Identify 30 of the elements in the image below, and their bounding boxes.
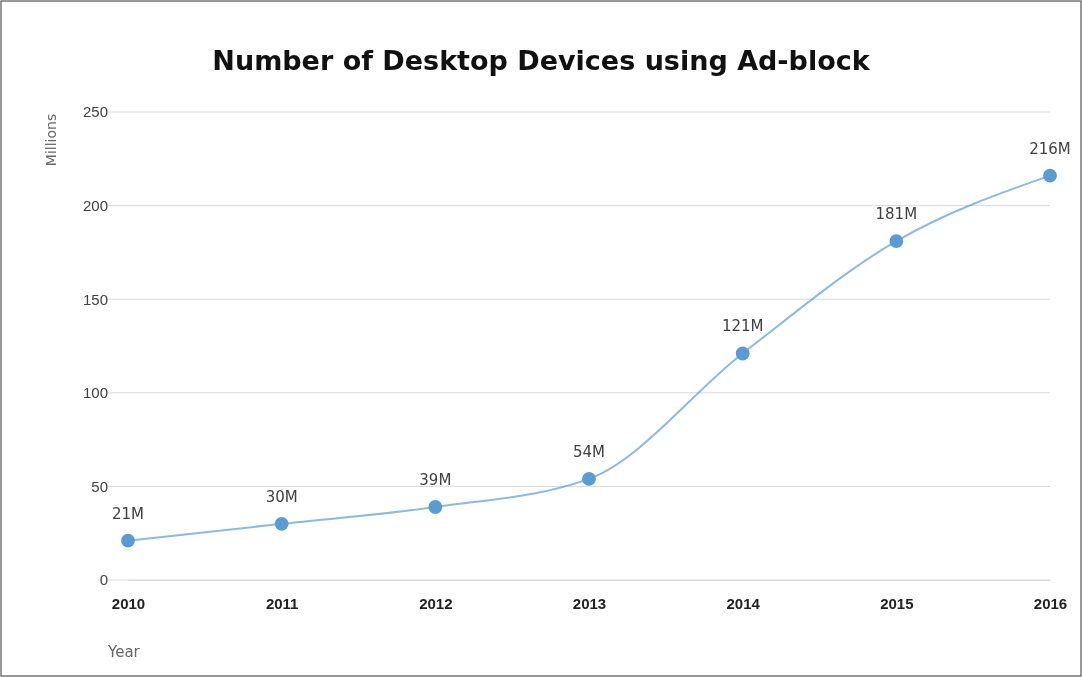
x-tick-label: 2014: [726, 594, 761, 612]
chart-title: Number of Desktop Devices using Ad-block: [212, 45, 871, 76]
data-label: 216M: [1029, 139, 1071, 158]
y-tick-label: 0: [99, 571, 108, 589]
y-axis-title: Millions: [43, 113, 59, 167]
point: [121, 533, 135, 548]
y-tick-label: 250: [82, 103, 108, 121]
data-label: 21M: [111, 504, 145, 523]
point: [735, 346, 750, 361]
x-tick-label: 2015: [880, 594, 914, 612]
y-tick-label: 50: [91, 477, 108, 495]
x-tick-label: 2012: [419, 594, 453, 612]
x-tick-label: 2010: [111, 594, 146, 612]
x-axis-title: Year: [107, 643, 141, 661]
data-label: 30M: [265, 487, 298, 506]
point: [428, 500, 443, 514]
y-tick-label: 200: [82, 196, 108, 214]
data-label: 121M: [721, 317, 764, 336]
y-tick-label: 150: [82, 290, 108, 308]
point: [1043, 168, 1057, 183]
x-tick-label: 2016: [1033, 594, 1068, 612]
x-tick-label: 2013: [572, 594, 607, 612]
data-label: 54M: [572, 442, 606, 461]
y-tick-label: 100: [82, 384, 108, 402]
point: [582, 472, 596, 486]
x-tick-label: 2011: [265, 594, 299, 612]
point: [889, 234, 904, 249]
point: [274, 516, 289, 531]
data-label: 39M: [419, 470, 452, 489]
data-label: 181M: [875, 205, 918, 224]
